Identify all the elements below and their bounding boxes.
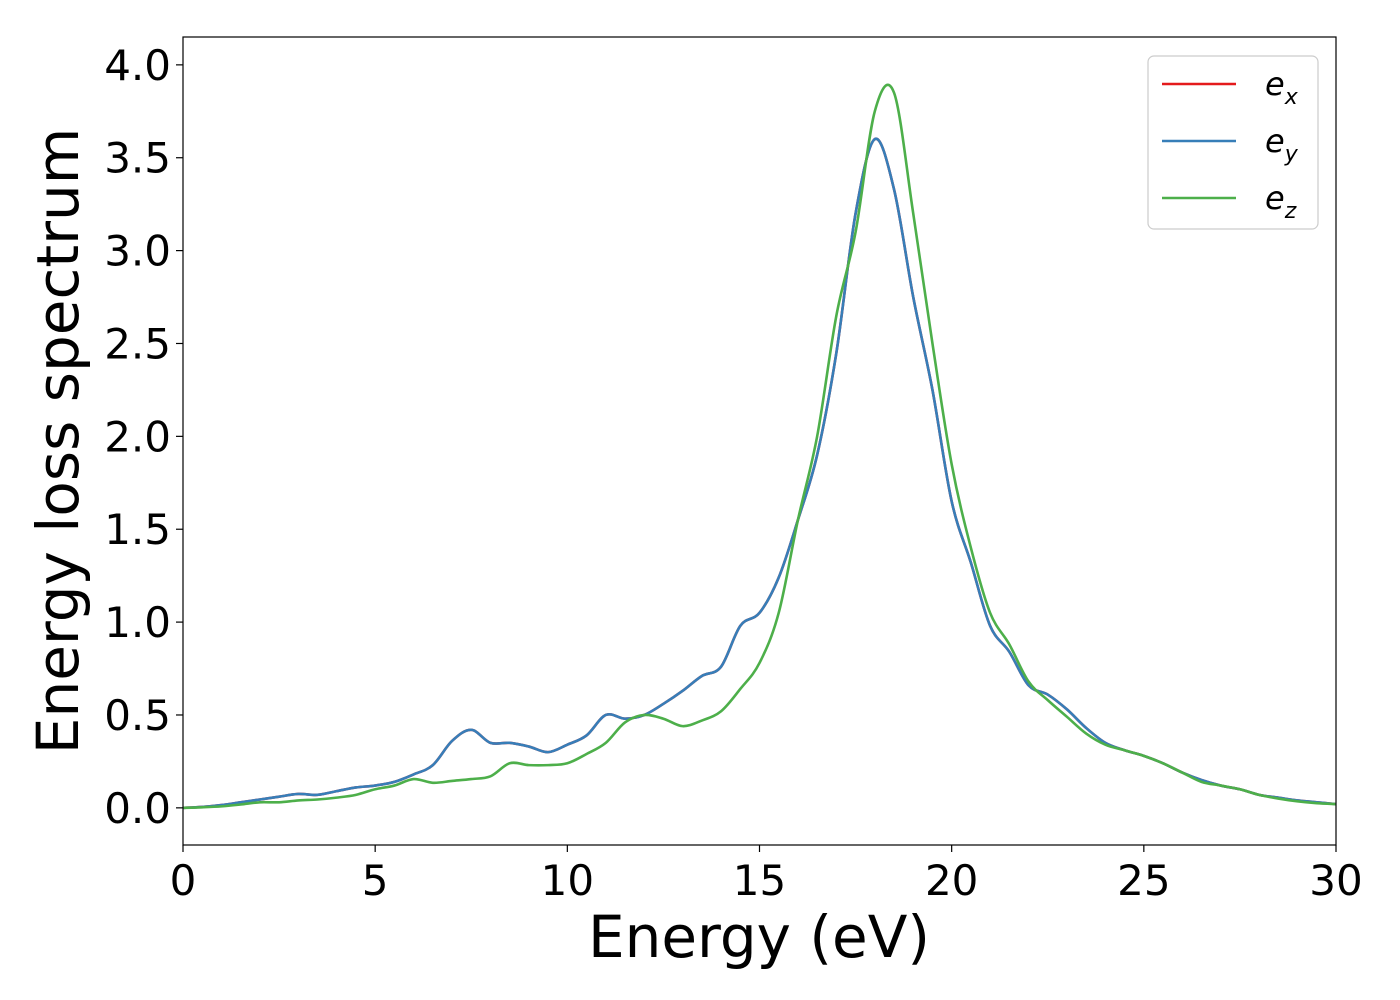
legend-label-ex: ex bbox=[1265, 65, 1299, 110]
x-axis-ticks: 0 5 10 15 20 25 30 bbox=[170, 845, 1363, 905]
x-tick-label: 0 bbox=[170, 856, 197, 905]
y-tick-label: 0.0 bbox=[104, 784, 171, 833]
x-tick-label: 15 bbox=[733, 856, 786, 905]
legend-label-ey: ey bbox=[1265, 122, 1299, 167]
y-tick-label: 0.5 bbox=[104, 691, 171, 740]
y-tick-label: 3.0 bbox=[104, 227, 171, 276]
legend-box bbox=[1147, 55, 1319, 230]
x-tick-label: 25 bbox=[1117, 856, 1170, 905]
x-axis-label: Energy (eV) bbox=[588, 903, 930, 971]
y-axis-ticks: 0.0 0.5 1.0 1.5 2.0 2.5 3.0 3.5 4.0 bbox=[104, 41, 183, 833]
legend: ex ey ez bbox=[1147, 55, 1319, 230]
x-tick-label: 5 bbox=[362, 856, 389, 905]
y-tick-label: 2.0 bbox=[104, 412, 171, 461]
x-tick-label: 10 bbox=[541, 856, 594, 905]
y-axis-label: Energy loss spectrum bbox=[24, 128, 92, 754]
plot-area bbox=[183, 37, 1336, 845]
y-tick-label: 1.5 bbox=[104, 505, 171, 554]
x-tick-label: 20 bbox=[925, 856, 978, 905]
y-tick-label: 2.5 bbox=[104, 319, 171, 368]
series-line-ez bbox=[182, 83, 1337, 810]
legend-label-ez: ez bbox=[1265, 179, 1297, 224]
y-tick-label: 1.0 bbox=[104, 598, 171, 647]
y-tick-label: 4.0 bbox=[104, 41, 171, 90]
y-tick-label: 3.5 bbox=[104, 134, 171, 183]
series-layer bbox=[182, 83, 1337, 810]
x-tick-label: 30 bbox=[1309, 856, 1362, 905]
